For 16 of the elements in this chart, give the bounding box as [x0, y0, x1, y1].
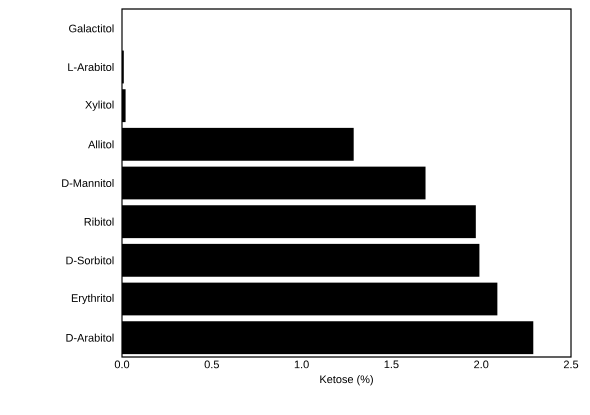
x-tick-label: 0.0 [114, 360, 130, 368]
x-tick-label: 1.5 [384, 360, 399, 368]
y-tick-label: Xylitol [85, 100, 114, 111]
y-tick-label: Erythritol [72, 294, 114, 304]
x-tick-label: 2.0 [474, 360, 488, 368]
y-tick-label: Galactitol [69, 24, 114, 32]
y-tick-label: D-Mannitol [62, 178, 114, 188]
x-axis-title: Ketose (%) [320, 375, 373, 386]
x-tick-label: 2.5 [564, 360, 578, 368]
y-tick-label: Allitol [88, 140, 114, 148]
y-tick-label: L-Arabitol [68, 62, 114, 72]
x-tick-label: 1.0 [294, 360, 309, 368]
x-tick-label: 0.5 [204, 360, 219, 368]
y-tick-label: D-Sorbitol [66, 256, 114, 264]
y-tick-label: Ribitol [84, 218, 114, 226]
y-tick-label: D-Arabitol [66, 334, 114, 342]
